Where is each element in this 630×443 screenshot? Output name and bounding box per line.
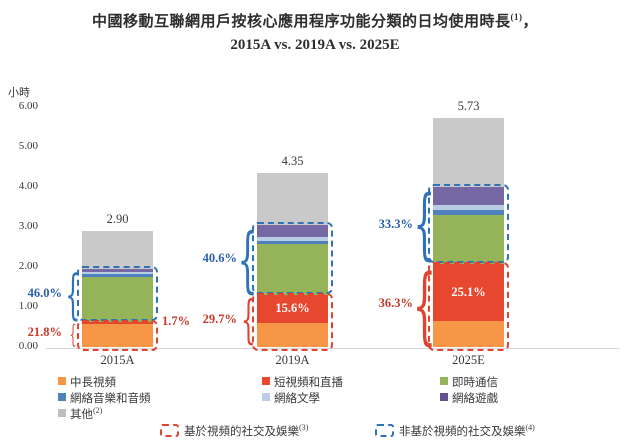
bar-segment-網絡遊戲	[257, 224, 328, 237]
legend-label-網絡文學: 網絡文學	[274, 393, 320, 405]
y-axis-unit-label: 小時	[8, 87, 30, 99]
video-group-brace: {	[412, 264, 436, 347]
video-group-dashed-box	[77, 319, 158, 351]
chart-title-line2: 2015A vs. 2019A vs. 2025E	[230, 37, 400, 53]
bar-total-label: 5.73	[457, 98, 480, 113]
nonvideo-pct-label: 33.3%	[378, 216, 413, 231]
legend-swatch-即時通信	[440, 377, 448, 385]
x-axis-category-label: 2019A	[275, 353, 310, 367]
bar-total-label: 4.35	[281, 154, 304, 168]
nonvideo-group-brace: {	[237, 217, 259, 301]
bar-segment-網絡音樂和音頻	[257, 240, 328, 245]
video-pct-label: 21.8%	[27, 325, 62, 340]
bar-segment-網絡遊戲	[433, 187, 504, 205]
nonvideo-pct-label: 40.6%	[202, 251, 237, 265]
short-video-inner-pct-label: 15.6%	[275, 301, 310, 315]
bar-segment-網絡遊戲	[82, 268, 153, 273]
legend-swatch-短視頻和直播	[262, 377, 270, 385]
bar-segment-中長視頻	[257, 322, 328, 347]
nonvideo-pct-label: 46.0%	[27, 286, 62, 301]
legend-label-短視頻和直播: 短視頻和直播	[274, 377, 343, 389]
dashed-box-legend-label: 非基於視頻的社交及娛樂(4)	[399, 423, 535, 438]
legend-swatch-中長視頻	[58, 377, 66, 385]
bar-segment-網絡文學	[257, 237, 328, 241]
legend-swatch-網絡音樂和音頻	[58, 393, 66, 401]
legend-label-網絡遊戲: 網絡遊戲	[452, 393, 498, 405]
bar-segment-網絡文學	[82, 272, 153, 274]
x-axis-baseline	[46, 348, 620, 349]
video-group-dashed-box	[252, 293, 333, 351]
brace-glyph: {	[237, 217, 259, 301]
short-video-side-pct-label: 1.7%	[162, 313, 191, 328]
bar-segment-短視頻和直播	[82, 321, 153, 324]
legend-label-網絡音樂和音頻: 網絡音樂和音頻	[70, 393, 151, 405]
nonvideo-group-dashed-box	[428, 184, 509, 263]
y-axis-tick-label: 4.00	[18, 180, 38, 192]
bar-segment-中長視頻	[433, 321, 504, 347]
y-axis-tick-label: 3.00	[18, 220, 38, 232]
brace-glyph: {	[240, 290, 256, 351]
short-video-inner-pct-label: 25.1%	[451, 284, 486, 299]
nonvideo-group-dashed-box	[252, 221, 333, 295]
bar-segment-其他	[257, 173, 328, 225]
bar-segment-網絡音樂和音頻	[433, 210, 504, 215]
brace-glyph: {	[413, 180, 435, 270]
y-axis-tick-label: 0.00	[18, 340, 38, 352]
legend-label-即時通信: 即時通信	[452, 377, 498, 389]
bar-segment-即時通信	[257, 244, 328, 296]
bar-segment-網絡音樂和音頻	[82, 273, 153, 277]
x-axis-category-label: 2025E	[452, 353, 485, 367]
bar-segment-其他	[82, 231, 153, 269]
chart-title-footnote-marker: (1)	[510, 12, 523, 22]
chart-title-line1: 中國移動互聯網用戶按核心應用程序功能分類的日均使用時長(1)，	[0, 10, 630, 31]
legend-swatch-網絡文學	[262, 393, 270, 401]
brace-glyph: {	[65, 263, 81, 326]
bar-segment-短視頻和直播	[257, 295, 328, 323]
dashed-box-legend-label: 基於視頻的社交及娛樂(3)	[184, 423, 309, 438]
y-axis-tick-label: 5.00	[18, 140, 38, 152]
chart-title-text: 中國移動互聯網用戶按核心應用程序功能分類的日均使用時長	[91, 14, 511, 30]
legend-swatch-網絡遊戲	[440, 393, 448, 401]
nonvideo-group-brace: {	[65, 263, 81, 326]
legend-label-其他: 其他(2)	[70, 406, 103, 421]
dashed-box-legend-icon	[375, 424, 394, 437]
legend-footnote-marker: (4)	[525, 423, 535, 433]
y-axis-tick-label: 6.00	[18, 100, 38, 112]
video-group-dashed-box	[428, 261, 509, 351]
brace-glyph: {	[412, 256, 436, 354]
bar-segment-短視頻和直播	[433, 263, 504, 322]
y-axis-tick-label: 1.00	[18, 300, 38, 312]
legend-swatch-其他	[58, 409, 66, 417]
legend-footnote-marker: (2)	[93, 406, 103, 416]
bar-segment-網絡文學	[433, 204, 504, 211]
bar-segment-中長視頻	[82, 323, 153, 347]
video-pct-label: 29.7%	[202, 312, 237, 327]
brace-glyph: {	[69, 319, 77, 349]
legend-label-中長視頻: 中長視頻	[70, 377, 116, 389]
bar-segment-其他	[433, 117, 504, 188]
video-group-brace: {	[65, 322, 81, 347]
nonvideo-group-dashed-box	[77, 265, 158, 321]
legend-footnote-marker: (3)	[299, 423, 309, 433]
chart-title-comma: ，	[522, 14, 539, 30]
bar-total-label: 2.90	[106, 212, 129, 226]
bar-segment-即時通信	[82, 276, 153, 322]
dashed-box-legend-icon	[160, 424, 179, 437]
x-axis-category-label: 2015A	[100, 353, 135, 367]
y-axis-tick-label: 2.00	[18, 260, 38, 272]
video-group-brace: {	[240, 295, 256, 347]
nonvideo-group-brace: {	[413, 180, 435, 270]
bar-segment-即時通信	[433, 215, 504, 264]
video-pct-label: 36.3%	[378, 296, 413, 311]
